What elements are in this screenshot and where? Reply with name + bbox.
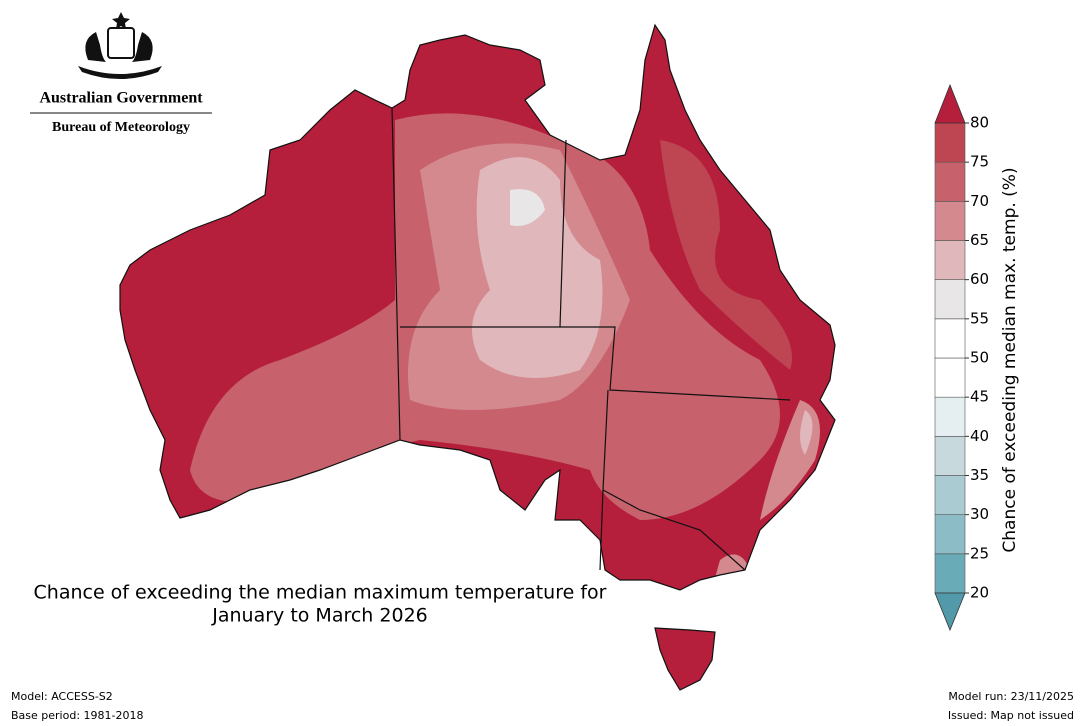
colorbar-tick-label: 75: [970, 153, 989, 171]
colorbar: 20 25 30 35 40 45 50 55 60 65 70 75 80: [934, 83, 989, 632]
colorbar-tick-label: 70: [970, 192, 989, 210]
colorbar-tick-label: 60: [970, 270, 989, 288]
colorbar-segment: [934, 122, 966, 163]
colorbar-tick-label: 65: [970, 231, 989, 249]
colorbar-segment: [934, 240, 966, 280]
colorbar-tick-label: 45: [970, 388, 989, 406]
colorbar-tick-label: 40: [970, 427, 989, 445]
colorbar-tick-label: 50: [970, 349, 989, 367]
colorbar-segment: [934, 318, 966, 359]
colorbar-tick-label: 80: [970, 114, 989, 132]
colorbar-tick-label: 25: [970, 544, 989, 562]
colorbar-label: Chance of exceeding median max. temp. (%…: [1000, 167, 1020, 552]
colorbar-segment: [934, 396, 966, 437]
colorbar-segment: [934, 475, 966, 515]
colorbar-segment: [934, 279, 966, 320]
colorbar-segment: [934, 553, 966, 594]
colorbar-segment: [934, 201, 966, 241]
model-name: Model: ACCESS-S2: [11, 690, 113, 703]
colorbar-segment: [934, 436, 966, 476]
base-period: Base period: 1981-2018: [11, 709, 143, 722]
agency-name: Bureau of Meteorology: [52, 120, 190, 135]
colorbar-tick-label: 35: [970, 466, 989, 484]
colorbar-under: [934, 592, 966, 632]
colorbar-tick-label: 55: [970, 309, 989, 327]
map-title: Chance of exceeding the median maximum t…: [34, 582, 607, 604]
coat-of-arms: [78, 12, 162, 79]
issued: Issued: Map not issued: [948, 709, 1074, 722]
colorbar-over: [934, 83, 966, 124]
model-run: Model run: 23/11/2025: [948, 690, 1074, 703]
colorbar-segment: [934, 514, 966, 555]
government-name: Australian Government: [39, 90, 203, 107]
map-title: January to March 2026: [211, 605, 428, 627]
colorbar-segment: [934, 161, 966, 202]
colorbar-tick-label: 30: [970, 505, 989, 523]
colorbar-tick-label: 20: [970, 584, 989, 602]
colorbar-segment: [934, 357, 966, 398]
